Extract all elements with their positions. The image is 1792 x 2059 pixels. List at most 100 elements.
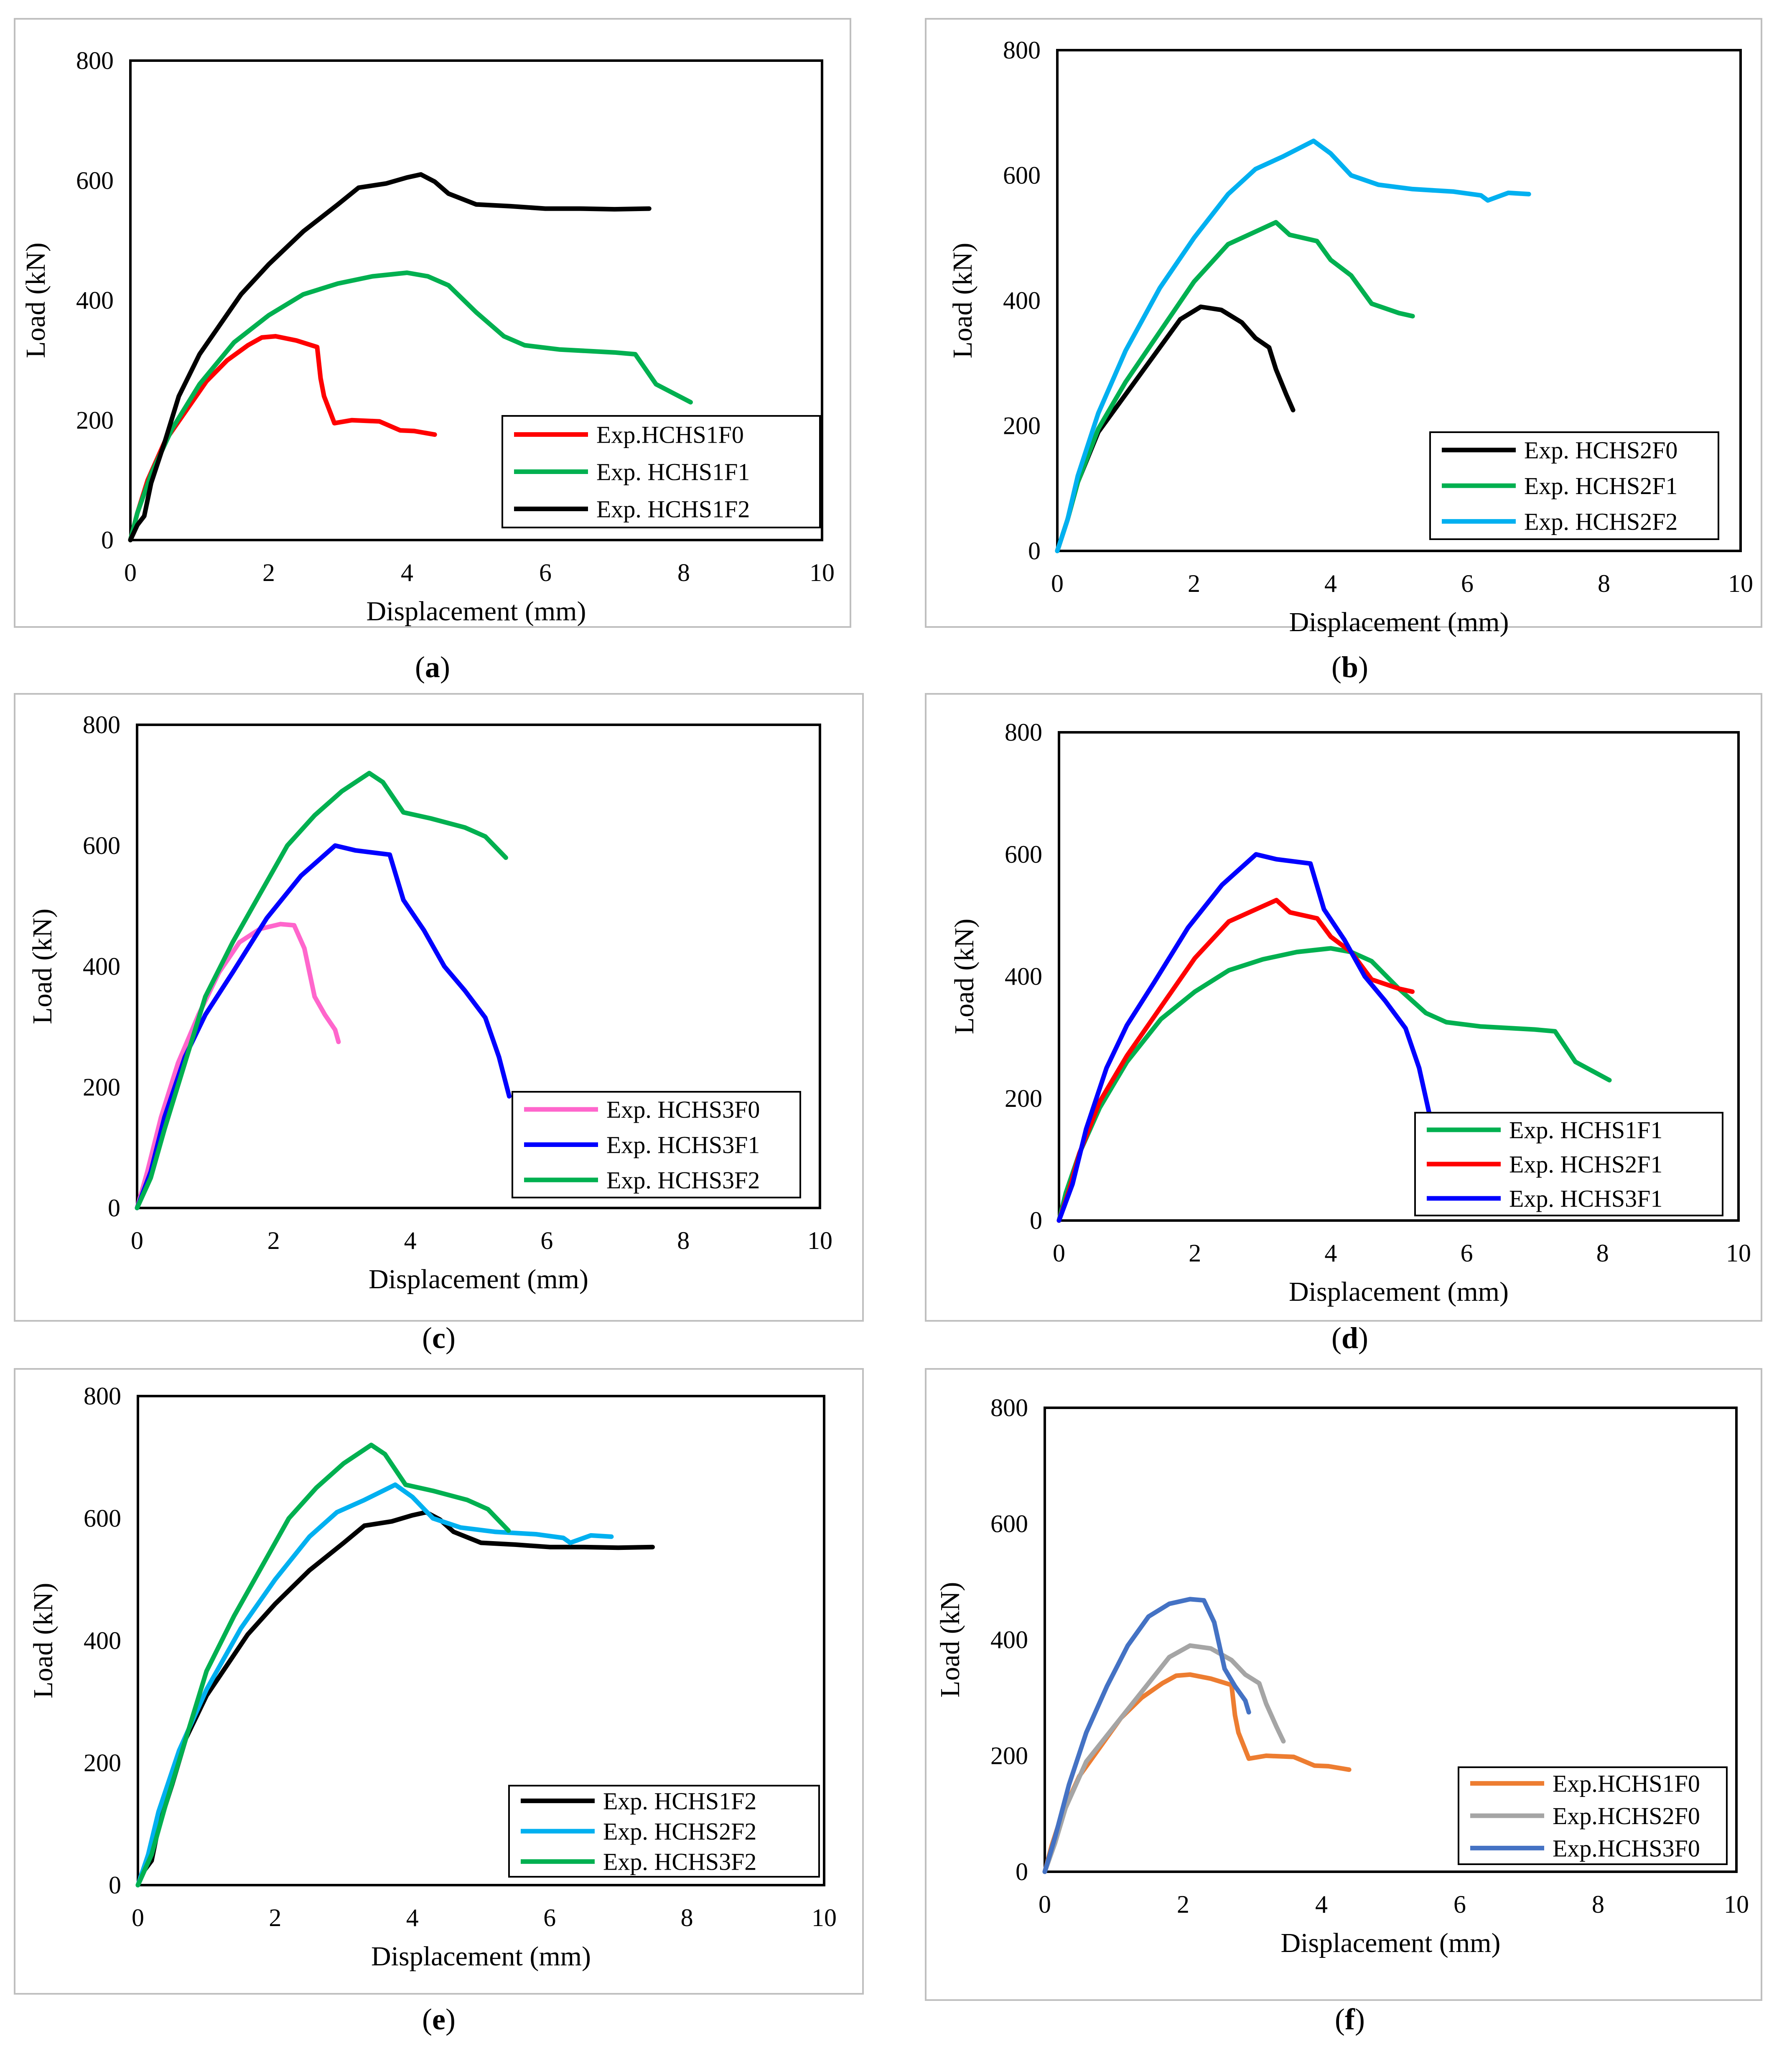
series-line-exp-hchs1f2 xyxy=(128,172,652,543)
series-line-exp-hchs2f0 xyxy=(1042,1643,1286,1874)
legend-label: Exp.HCHS3F0 xyxy=(1553,1835,1700,1862)
legend-label: Exp. HCHS3F0 xyxy=(606,1096,760,1123)
caption-paren-open: ( xyxy=(415,650,425,684)
legend-label: Exp. HCHS1F2 xyxy=(603,1787,756,1814)
x-tick-label: 6 xyxy=(1453,1891,1466,1918)
panel-caption: (a) xyxy=(415,650,450,684)
y-tick-label: 400 xyxy=(990,1626,1028,1654)
x-tick-label: 0 xyxy=(132,1904,144,1932)
legend-label: Exp. HCHS3F1 xyxy=(606,1131,760,1159)
y-tick-label: 800 xyxy=(1003,36,1041,64)
caption-paren-open: ( xyxy=(422,1321,432,1355)
x-tick-label: 0 xyxy=(1053,1239,1065,1267)
plot-area xyxy=(1044,1407,1738,1873)
legend-label: Exp. HCHS3F2 xyxy=(603,1848,756,1876)
legend-label: Exp. HCHS1F2 xyxy=(596,496,750,523)
y-axis-title: Load (kN) xyxy=(949,919,980,1035)
legend-label: Exp. HCHS2F1 xyxy=(1524,472,1677,499)
y-tick-label: 0 xyxy=(109,1871,121,1899)
x-tick-label: 4 xyxy=(1315,1891,1328,1918)
y-tick-label: 800 xyxy=(990,1394,1028,1422)
panel-frame xyxy=(925,693,1762,1322)
legend: Exp.HCHS1F0 Exp.HCHS2F0 Exp.HCHS3F0 xyxy=(1458,1766,1728,1865)
y-tick-label: 200 xyxy=(76,406,114,434)
panel-caption: (e) xyxy=(422,2003,456,2036)
y-tick-label: 400 xyxy=(84,1627,121,1654)
y-tick-label: 600 xyxy=(84,1505,121,1532)
y-tick-label: 600 xyxy=(990,1510,1028,1538)
caption-paren-close: ) xyxy=(440,650,450,684)
plot-area xyxy=(1058,731,1740,1222)
x-axis-title: Displacement (mm) xyxy=(369,1264,588,1295)
x-tick-label: 8 xyxy=(1596,1239,1609,1267)
legend: Exp. HCHS2F0 Exp. HCHS2F1 Exp. HCHS2F2 xyxy=(1429,431,1719,540)
x-tick-label: 0 xyxy=(1039,1891,1051,1918)
series-line-exp-hchs2f1 xyxy=(1055,220,1415,553)
series-line-exp-hchs2f2 xyxy=(1055,138,1531,553)
panel-e: 0 200 400 600 800 0 2 4 6 8 10 Displacement (mm) Loa… xyxy=(14,1368,864,2036)
caption-paren-close: ) xyxy=(1358,1321,1368,1355)
x-tick-label: 10 xyxy=(809,559,835,586)
panel-frame xyxy=(925,1368,1762,2001)
legend: Exp. HCHS1F1 Exp. HCHS2F1 Exp. HCHS3F1 xyxy=(1414,1112,1723,1216)
panel-caption: (c) xyxy=(422,1321,456,1355)
caption-paren-open: ( xyxy=(422,2003,432,2036)
caption-letter: a xyxy=(425,650,440,684)
x-tick-label: 4 xyxy=(406,1904,419,1932)
y-tick-label: 800 xyxy=(76,47,114,74)
series-line-exp-hchs1f0 xyxy=(1042,1672,1352,1874)
x-tick-label: 6 xyxy=(543,1904,556,1932)
x-tick-label: 2 xyxy=(267,1227,280,1254)
x-tick-label: 2 xyxy=(262,559,275,586)
x-tick-label: 4 xyxy=(1324,570,1337,597)
panel-frame xyxy=(14,18,851,628)
caption-paren-open: ( xyxy=(1335,2003,1345,2036)
x-tick-label: 2 xyxy=(1188,570,1200,597)
series-line-exp-hchs1f1 xyxy=(128,270,693,543)
series-line-exp-hchs1f0 xyxy=(128,334,437,543)
x-axis-title: Displacement (mm) xyxy=(1289,607,1509,637)
legend-label: Exp. HCHS2F2 xyxy=(603,1818,756,1845)
x-tick-label: 0 xyxy=(124,559,137,586)
plot-area xyxy=(137,1395,825,1886)
legend-label: Exp. HCHS3F1 xyxy=(1509,1185,1662,1212)
y-tick-label: 800 xyxy=(84,1382,121,1410)
y-tick-label: 400 xyxy=(1005,963,1042,990)
x-tick-label: 2 xyxy=(1177,1891,1189,1918)
x-axis-title: Displacement (mm) xyxy=(1280,1928,1500,1958)
y-tick-label: 0 xyxy=(101,526,114,554)
plot-area xyxy=(136,724,821,1209)
legend-label: Exp. HCHS2F2 xyxy=(1524,508,1677,535)
legend-label: Exp.HCHS1F0 xyxy=(1553,1770,1700,1797)
series-line-exp-hchs3f0 xyxy=(1042,1597,1251,1874)
x-tick-label: 10 xyxy=(807,1227,832,1254)
panel-d: 0 200 400 600 800 0 2 4 6 8 10 Displacement (mm) Loa… xyxy=(925,693,1762,1355)
legend: Exp.HCHS1F0 Exp. HCHS1F1 Exp. HCHS1F2 xyxy=(501,415,821,528)
caption-paren-close: ) xyxy=(1355,2003,1365,2036)
caption-paren-close: ) xyxy=(445,1321,456,1355)
panel-b: 0 200 400 600 800 0 2 4 6 8 10 Displacement (mm) Loa… xyxy=(925,18,1762,684)
caption-letter: c xyxy=(432,1321,445,1355)
panel-a: 0 200 400 600 800 0 2 4 6 8 10 Displacement (mm) Loa… xyxy=(14,18,851,684)
x-tick-label: 0 xyxy=(131,1227,143,1254)
panel-caption: (f) xyxy=(1335,2003,1365,2036)
y-tick-label: 600 xyxy=(1005,841,1042,868)
x-axis-title: Displacement (mm) xyxy=(1289,1277,1509,1307)
x-tick-label: 10 xyxy=(812,1904,837,1932)
caption-paren-close: ) xyxy=(1358,650,1368,684)
y-tick-label: 200 xyxy=(1003,412,1041,440)
legend: Exp. HCHS1F2 Exp. HCHS2F2 Exp. HCHS3F2 xyxy=(508,1785,820,1878)
y-tick-label: 0 xyxy=(1030,1207,1042,1234)
plot-area xyxy=(1056,49,1742,552)
x-tick-label: 10 xyxy=(1724,1891,1749,1918)
panel-caption: (b) xyxy=(1331,650,1368,684)
y-axis-title: Load (kN) xyxy=(27,909,58,1024)
panel-c: 0 200 400 600 800 0 2 4 6 8 10 Displacement (mm) Loa… xyxy=(14,693,864,1355)
x-tick-label: 0 xyxy=(1051,570,1064,597)
x-axis-title: Displacement (mm) xyxy=(366,596,586,627)
x-tick-label: 6 xyxy=(539,559,552,586)
caption-letter: b xyxy=(1341,650,1358,684)
legend-label: Exp. HCHS1F1 xyxy=(1509,1116,1662,1144)
legend-label: Exp. HCHS2F1 xyxy=(1509,1151,1662,1178)
